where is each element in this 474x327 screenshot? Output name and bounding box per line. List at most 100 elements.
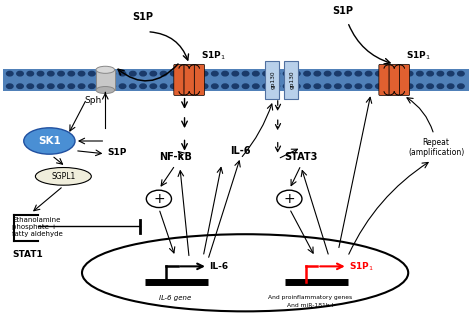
Circle shape <box>396 84 402 89</box>
Circle shape <box>253 71 259 76</box>
Ellipse shape <box>96 87 115 94</box>
Circle shape <box>171 84 177 89</box>
Circle shape <box>242 84 249 89</box>
Ellipse shape <box>96 66 115 73</box>
Bar <box>3 69 469 91</box>
Circle shape <box>375 71 382 76</box>
FancyBboxPatch shape <box>379 64 389 95</box>
Circle shape <box>283 84 290 89</box>
Circle shape <box>417 71 423 76</box>
Circle shape <box>27 71 34 76</box>
Text: S1P: S1P <box>132 12 153 22</box>
Circle shape <box>222 71 228 76</box>
Circle shape <box>232 71 238 76</box>
FancyBboxPatch shape <box>389 64 400 95</box>
Circle shape <box>201 71 208 76</box>
Circle shape <box>160 84 167 89</box>
Circle shape <box>427 71 433 76</box>
Text: S1P$_1$: S1P$_1$ <box>406 49 431 62</box>
Circle shape <box>242 71 249 76</box>
Circle shape <box>375 84 382 89</box>
Text: SGPL1: SGPL1 <box>51 172 75 181</box>
Circle shape <box>109 84 116 89</box>
Circle shape <box>211 84 218 89</box>
Circle shape <box>191 71 198 76</box>
Circle shape <box>78 84 85 89</box>
Text: IL-6: IL-6 <box>230 146 251 156</box>
Text: SK1: SK1 <box>38 136 61 146</box>
Circle shape <box>140 84 146 89</box>
Circle shape <box>47 71 54 76</box>
Circle shape <box>396 71 402 76</box>
Circle shape <box>78 71 85 76</box>
Circle shape <box>263 71 269 76</box>
Circle shape <box>129 71 136 76</box>
Ellipse shape <box>24 128 75 154</box>
Circle shape <box>457 71 464 76</box>
Circle shape <box>171 71 177 76</box>
Text: gp130: gp130 <box>289 71 294 89</box>
Circle shape <box>427 84 433 89</box>
Text: +: + <box>283 192 295 206</box>
Circle shape <box>314 84 320 89</box>
Text: S1P: S1P <box>332 6 354 16</box>
Circle shape <box>109 71 116 76</box>
Circle shape <box>150 84 156 89</box>
Circle shape <box>345 84 351 89</box>
FancyBboxPatch shape <box>284 61 298 99</box>
Circle shape <box>232 84 238 89</box>
Text: And proinflammatory genes: And proinflammatory genes <box>268 295 353 300</box>
Circle shape <box>37 71 44 76</box>
Circle shape <box>201 84 208 89</box>
Circle shape <box>406 71 413 76</box>
Circle shape <box>406 84 413 89</box>
Text: IL-6: IL-6 <box>209 262 228 271</box>
Circle shape <box>273 84 280 89</box>
Circle shape <box>253 84 259 89</box>
Text: Sph: Sph <box>84 96 101 105</box>
Circle shape <box>37 84 44 89</box>
Circle shape <box>335 84 341 89</box>
Circle shape <box>99 84 105 89</box>
Circle shape <box>47 84 54 89</box>
Text: And miR-181h-l: And miR-181h-l <box>287 303 334 308</box>
Text: STAT3: STAT3 <box>284 152 318 162</box>
Circle shape <box>146 190 172 208</box>
Circle shape <box>437 84 444 89</box>
Ellipse shape <box>36 167 91 185</box>
Circle shape <box>99 71 105 76</box>
Text: S1P$_1$: S1P$_1$ <box>201 49 226 62</box>
Circle shape <box>355 84 362 89</box>
Circle shape <box>17 84 23 89</box>
Circle shape <box>119 71 126 76</box>
Circle shape <box>7 71 13 76</box>
Text: Ethanolamine
phosphate +
fatty aldehyde: Ethanolamine phosphate + fatty aldehyde <box>12 216 63 236</box>
Circle shape <box>335 71 341 76</box>
Text: S1P: S1P <box>108 148 127 157</box>
Circle shape <box>181 71 187 76</box>
Circle shape <box>181 84 187 89</box>
FancyBboxPatch shape <box>400 64 410 95</box>
Circle shape <box>191 84 198 89</box>
Circle shape <box>140 71 146 76</box>
Text: Repeat
(amplification): Repeat (amplification) <box>408 138 465 157</box>
Circle shape <box>365 84 372 89</box>
Circle shape <box>7 84 13 89</box>
Circle shape <box>222 84 228 89</box>
FancyBboxPatch shape <box>184 64 194 95</box>
Circle shape <box>58 71 64 76</box>
Circle shape <box>68 71 74 76</box>
Text: IL-6 gene: IL-6 gene <box>159 295 191 301</box>
Circle shape <box>89 71 95 76</box>
Circle shape <box>314 71 320 76</box>
Circle shape <box>263 84 269 89</box>
Circle shape <box>160 71 167 76</box>
FancyBboxPatch shape <box>174 64 184 95</box>
Circle shape <box>437 71 444 76</box>
Circle shape <box>211 71 218 76</box>
FancyBboxPatch shape <box>265 61 279 99</box>
Circle shape <box>150 71 156 76</box>
FancyBboxPatch shape <box>194 64 205 95</box>
Circle shape <box>273 71 280 76</box>
Circle shape <box>27 84 34 89</box>
